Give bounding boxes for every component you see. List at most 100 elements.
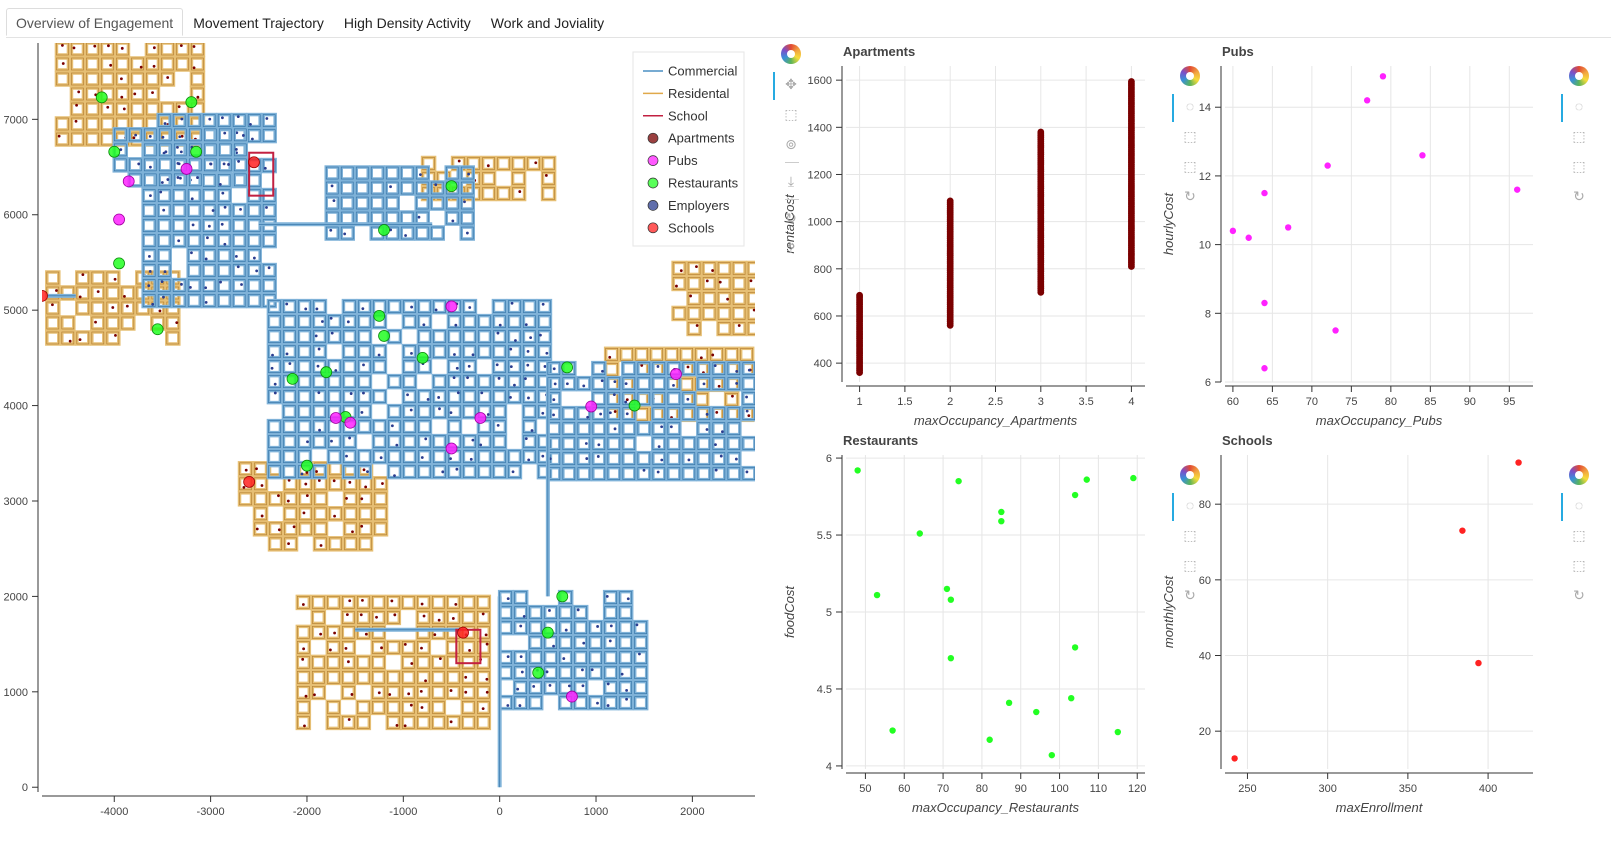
box-zoom-icon[interactable]: ⬚	[784, 105, 798, 122]
residential-street-edge	[372, 641, 385, 654]
bokeh-logo-icon[interactable]	[1567, 463, 1591, 487]
commercial-building	[509, 365, 513, 369]
residential-street-edge	[672, 307, 686, 320]
commercial-zone	[112, 127, 249, 188]
residential-street-edge	[71, 72, 84, 86]
commercial-building	[471, 438, 475, 442]
residential-street	[165, 330, 181, 346]
commercial-street	[696, 435, 712, 452]
residential-street-edge	[417, 656, 430, 669]
help-icon[interactable]: ?	[787, 240, 795, 256]
box-zoom-icon[interactable]: ⬚	[1572, 526, 1586, 543]
box-select-icon[interactable]: ⬚	[1572, 157, 1586, 174]
commercial-building	[495, 363, 499, 367]
commercial-street-edge	[232, 204, 246, 217]
commercial-street-edge	[622, 377, 636, 390]
commercial-street	[576, 435, 592, 452]
pubs-x-tick-label: 95	[1503, 396, 1515, 408]
tab-high-density-activity[interactable]: High Density Activity	[343, 15, 471, 31]
commercial-street-edge	[652, 377, 666, 390]
residential-street-edge	[477, 611, 490, 624]
commercial-street-edge	[445, 196, 459, 210]
bokeh-logo-icon[interactable]	[1567, 64, 1591, 88]
apartments-x-tick-label: 1	[857, 396, 863, 408]
residential-street	[90, 285, 106, 301]
residential-street	[90, 270, 106, 286]
residential-building	[361, 598, 364, 602]
commercial-street-edge	[232, 279, 246, 292]
residential-street-edge	[702, 307, 716, 320]
residential-building	[464, 675, 468, 679]
residential-street	[90, 315, 106, 331]
commercial-building	[565, 382, 569, 386]
bokeh-logo-icon[interactable]	[779, 42, 803, 66]
commercial-street-edge	[313, 405, 326, 418]
lasso-select-icon[interactable]: ◌	[1172, 493, 1202, 521]
commercial-street	[587, 634, 604, 651]
tab-overview-of-engagement[interactable]: Overview of Engagement	[6, 8, 184, 36]
commercial-building	[236, 115, 240, 119]
residential-street-edge	[91, 331, 105, 345]
commercial-building	[221, 191, 225, 195]
box-zoom-icon[interactable]: ⬚	[1183, 127, 1197, 144]
residential-street-edge	[620, 348, 633, 361]
commercial-street-edge	[448, 360, 461, 373]
residential-street-edge	[71, 57, 84, 71]
commercial-building	[466, 376, 469, 380]
commercial-street	[591, 375, 607, 392]
commercial-street-edge	[233, 158, 247, 172]
lasso-select-icon[interactable]: ◌	[1172, 94, 1202, 122]
commercial-building	[393, 474, 396, 477]
commercial-street-edge	[217, 249, 231, 262]
lasso-select-icon[interactable]: ◌	[1561, 94, 1591, 122]
reset-icon[interactable]: ↻	[1573, 187, 1585, 204]
residential-street-edge	[732, 322, 746, 335]
residential-building	[125, 304, 129, 308]
reset-icon[interactable]: ↻	[1184, 187, 1196, 204]
commercial-street-edge	[508, 375, 521, 388]
box-select-icon[interactable]: ⬚	[1183, 556, 1197, 573]
residential-street-edge	[312, 671, 325, 684]
box-zoom-icon[interactable]: ⬚	[1183, 526, 1197, 543]
box-select-icon[interactable]: ⬚	[1183, 157, 1197, 174]
bokeh-logo-icon[interactable]	[1178, 463, 1202, 487]
tab-movement-trajectory[interactable]: Movement Trajectory	[193, 15, 324, 31]
commercial-street-edge	[403, 300, 416, 313]
commercial-street-edge	[388, 375, 401, 388]
commercial-street-edge	[697, 452, 711, 465]
tab-work-and-joviality[interactable]: Work and Joviality	[490, 15, 605, 31]
commercial-street	[217, 142, 234, 158]
residential-street	[400, 669, 417, 686]
commercial-building	[586, 415, 590, 419]
commercial-street-edge	[157, 294, 171, 307]
residential-building	[302, 511, 306, 515]
commercial-street-edge	[652, 362, 666, 375]
reset-icon[interactable]: ↻	[785, 209, 797, 226]
reset-icon[interactable]: ↻	[1184, 586, 1196, 603]
commercial-street-edge	[142, 264, 156, 277]
commercial-building	[451, 219, 455, 223]
commercial-street-edge	[577, 377, 591, 390]
residential-street-edge	[477, 716, 490, 729]
commercial-street-edge	[523, 345, 536, 358]
residential-street-edge	[497, 187, 510, 200]
reset-icon[interactable]: ↻	[1573, 586, 1585, 603]
commercial-street	[491, 328, 508, 345]
residential-building	[438, 657, 442, 660]
restaurants-y-label: foodCost	[782, 585, 797, 638]
save-icon[interactable]: ⤓	[787, 172, 795, 189]
commercial-street-edge	[202, 249, 216, 262]
box-select-icon[interactable]: ⬚	[1572, 556, 1586, 573]
pubs-point	[1419, 152, 1426, 159]
bokeh-logo-icon[interactable]	[1178, 64, 1202, 88]
commercial-street-edge	[727, 467, 741, 480]
commercial-street-edge	[158, 128, 172, 142]
pan-icon[interactable]: ✥	[773, 72, 803, 100]
wheel-zoom-icon[interactable]: ⊚	[785, 135, 797, 152]
commercial-street	[726, 465, 742, 482]
lasso-select-icon[interactable]: ◌	[1561, 493, 1591, 521]
commercial-street	[324, 180, 340, 196]
residential-street	[54, 116, 71, 132]
box-zoom-icon[interactable]: ⬚	[1572, 127, 1586, 144]
